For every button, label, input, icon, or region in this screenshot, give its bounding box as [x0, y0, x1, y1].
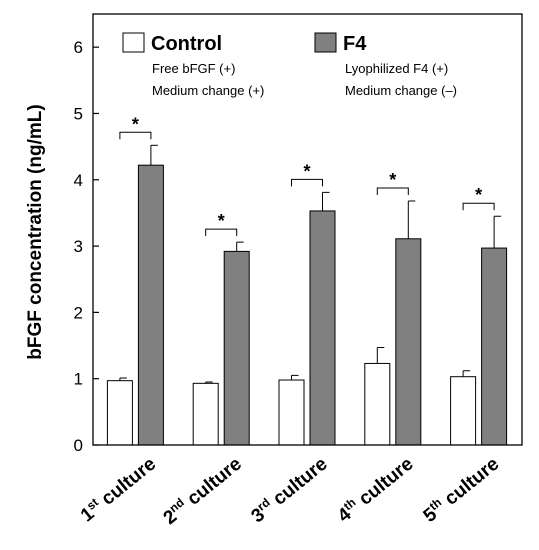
significance-star: * — [218, 211, 225, 231]
significance-bracket — [205, 228, 238, 237]
bar-control-4 — [364, 362, 391, 446]
legend-note-control: Free bFGF (+) — [152, 61, 235, 76]
category-label-2: 2nd culture — [158, 452, 245, 529]
legend-note-control: Medium change (+) — [152, 83, 264, 98]
bar-control-2 — [192, 382, 219, 446]
bar-control-1 — [106, 380, 133, 446]
legend-label-f4: F4 — [343, 33, 367, 55]
y-tick-label: 0 — [74, 436, 83, 455]
bar-f4-1 — [137, 164, 164, 446]
legend-note-f4: Lyophilized F4 (+) — [345, 61, 448, 76]
bar-control-5 — [450, 376, 477, 446]
significance-bracket — [376, 187, 409, 195]
bar-f4-5 — [481, 247, 508, 446]
significance-star: * — [303, 161, 310, 181]
legend-swatch-control — [122, 32, 145, 53]
significance-star: * — [132, 114, 139, 134]
significance-bracket — [291, 178, 323, 187]
significance-bracket — [119, 131, 152, 140]
category-label-1: 1st culture — [76, 452, 160, 526]
y-tick-label: 6 — [74, 38, 83, 57]
category-label-text: culture — [265, 454, 332, 514]
category-label-text: culture — [351, 454, 418, 514]
legend-label-control: Control — [151, 33, 222, 55]
significance-star: * — [389, 170, 396, 190]
y-tick-label: 4 — [74, 171, 83, 190]
significance-star: * — [475, 185, 482, 205]
category-label-text: culture — [179, 454, 246, 514]
category-label-3: 3rd culture — [246, 452, 331, 527]
plot-area: * * * * * — [106, 114, 508, 446]
plot-frame — [92, 13, 523, 446]
bar-f4-3 — [309, 210, 336, 446]
bar-control-3 — [278, 379, 305, 446]
y-tick-label: 5 — [74, 104, 83, 123]
y-tick-label: 2 — [74, 303, 83, 322]
category-label-text: culture — [93, 454, 160, 514]
legend: Control Free bFGF (+) Medium change (+) F4 L… — [122, 32, 457, 98]
category-label-5: 5th culture — [418, 452, 503, 527]
category-label-text: culture — [437, 454, 504, 514]
legend-note-f4: Medium change (–) — [345, 83, 457, 98]
y-axis-title: bFGF concentration (ng/mL) — [25, 104, 46, 359]
bar-f4-4 — [395, 238, 422, 446]
significance-bracket — [462, 202, 495, 211]
category-label-4: 4th culture — [333, 452, 418, 527]
bar-f4-2 — [223, 250, 250, 446]
y-tick-label: 1 — [74, 370, 83, 389]
y-tick-label: 3 — [74, 237, 83, 256]
legend-swatch-f4 — [314, 32, 337, 53]
